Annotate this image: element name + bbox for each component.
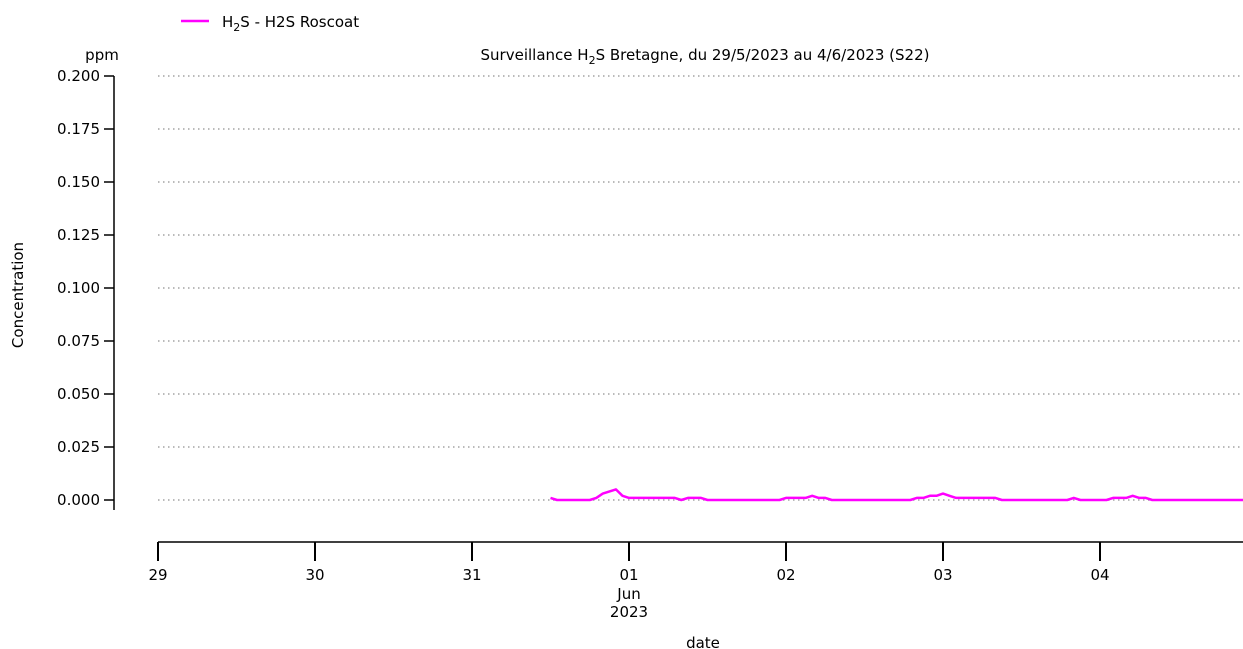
y-unit-label: ppm <box>85 46 119 64</box>
legend-label: H2S - H2S Roscoat <box>222 13 359 34</box>
y-tick-label: 0.025 <box>57 438 100 456</box>
y-tick-label: 0.200 <box>57 67 100 85</box>
x-tick-sublabel: 2023 <box>610 603 648 621</box>
x-tick-label: 01 <box>619 566 638 584</box>
y-tick-label: 0.125 <box>57 226 100 244</box>
y-tick-label: 0.175 <box>57 120 100 138</box>
gridlines <box>158 76 1243 500</box>
legend: H2S - H2S Roscoat <box>181 13 359 34</box>
x-axis-label: date <box>686 634 720 649</box>
x-tick-label: 30 <box>305 566 324 584</box>
y-axis: 0.200 0.175 0.150 0.125 0.100 0.075 0.050 0.025… <box>57 67 114 510</box>
y-tick-label: 0.050 <box>57 385 100 403</box>
y-tick-label: 0.000 <box>57 491 100 509</box>
y-axis-label: Concentration <box>9 242 27 348</box>
x-tick-label: 03 <box>933 566 952 584</box>
y-tick-label: 0.075 <box>57 332 100 350</box>
series-line <box>551 489 1243 500</box>
x-tick-label: 31 <box>462 566 481 584</box>
y-tick-label: 0.100 <box>57 279 100 297</box>
x-tick-label: 29 <box>148 566 167 584</box>
chart-title: Surveillance H2S Bretagne, du 29/5/2023 … <box>481 46 930 67</box>
x-tick-label: 04 <box>1090 566 1109 584</box>
series <box>551 489 1243 500</box>
y-tick-label: 0.150 <box>57 173 100 191</box>
x-tick-sublabel: Jun <box>616 585 640 603</box>
x-tick-label: 02 <box>776 566 795 584</box>
